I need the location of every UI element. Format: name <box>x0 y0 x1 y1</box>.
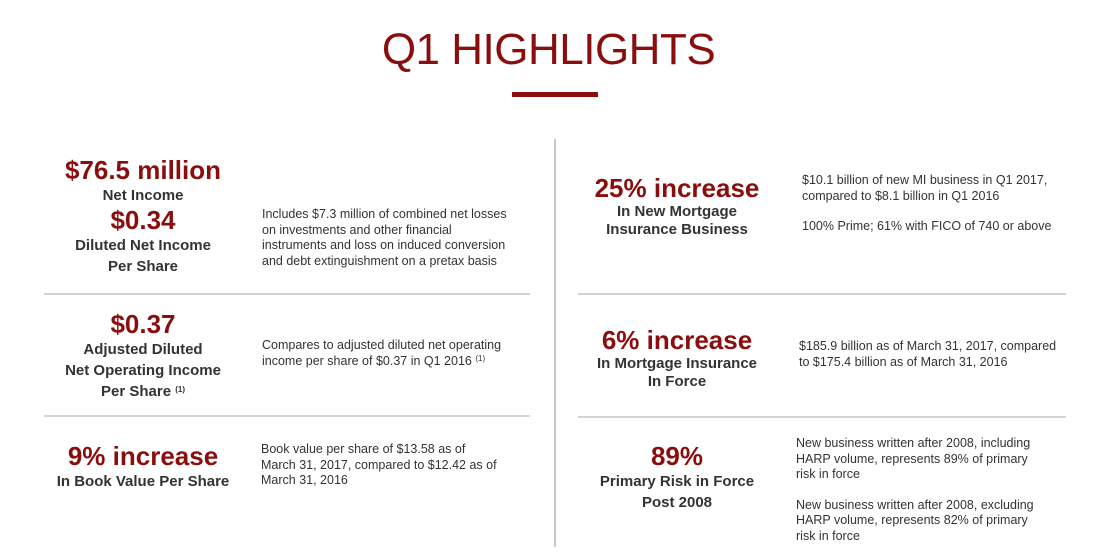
metric-label: Post 2008 <box>641 494 713 511</box>
description-line: $185.9 billion as of March 31, 2017, com… <box>799 339 1057 353</box>
metric-value: $76.5 million <box>64 155 222 185</box>
metric-value: $0.37 <box>110 309 176 339</box>
description-line: New business written after 2008, includi… <box>796 436 1031 450</box>
metric-label: Primary Risk in Force <box>599 473 755 490</box>
metric-value: 25% increase <box>594 173 760 203</box>
row-divider <box>578 293 1066 295</box>
description-line: Includes $7.3 million of combined net lo… <box>262 207 507 221</box>
highlight-adjusted-eps: $0.37 Adjusted Diluted Net Operating Inc… <box>42 309 244 402</box>
metric-label: Net Operating Income <box>65 362 221 379</box>
highlight-description: Book value per share of $13.58 as of Mar… <box>261 442 497 489</box>
metric-label: Per Share (1) <box>101 383 185 400</box>
description-line: income per share of $0.37 in Q1 2016 (1) <box>262 353 486 368</box>
highlight-description: Includes $7.3 million of combined net lo… <box>262 207 507 269</box>
highlight-description: New business written after 2008, includi… <box>796 436 1034 544</box>
metric-label: In New Mortgage <box>616 203 737 220</box>
metric-label: Insurance Business <box>606 221 748 238</box>
description-line: March 31, 2017, compared to $12.42 as of <box>261 457 497 472</box>
footnote-marker: (1) <box>175 385 185 394</box>
highlight-new-mi-business: 25% increase In New Mortgage Insurance B… <box>580 173 774 239</box>
metric-label: In Book Value Per Share <box>56 473 230 490</box>
highlight-risk-in-force-post-2008: 89% Primary Risk in Force Post 2008 <box>580 441 774 513</box>
metric-value: 89% <box>650 441 704 471</box>
metric-label: In Force <box>647 373 707 390</box>
row-divider <box>44 293 530 295</box>
description-line: on investments and other financial <box>262 222 452 237</box>
description-line: to $175.4 billion as of March 31, 2016 <box>799 354 1008 369</box>
description-line: compared to $8.1 billion in Q1 2016 <box>802 188 1000 203</box>
highlight-description: $10.1 billion of new MI business in Q1 2… <box>802 173 1051 235</box>
description-line: instruments and loss on induced conversi… <box>262 238 506 252</box>
description-line: risk in force <box>796 528 860 543</box>
row-divider <box>44 415 530 417</box>
description-line: New business written after 2008, excludi… <box>796 497 1034 512</box>
column-divider <box>554 139 556 547</box>
metric-label: Diluted Net Income <box>75 237 211 254</box>
metric-label: Adjusted Diluted <box>83 341 203 358</box>
metric-value: 6% increase <box>601 325 753 355</box>
metric-label: In Mortgage Insurance <box>596 355 758 372</box>
metric-value: $0.34 <box>110 205 176 235</box>
row-divider <box>578 416 1066 418</box>
title-underline <box>512 92 598 97</box>
highlight-description: Compares to adjusted diluted net operati… <box>262 338 501 369</box>
description-line: HARP volume, represents 82% of primary <box>796 513 1028 527</box>
description-line: HARP volume, represents 89% of primary <box>796 451 1028 466</box>
description-line: Compares to adjusted diluted net operati… <box>262 338 502 352</box>
metric-label: Per Share <box>107 258 179 275</box>
description-line: and debt extinguishment on a pretax basi… <box>262 253 497 268</box>
metric-label: Net Income <box>102 187 184 204</box>
description-line: Book value per share of $13.58 as of <box>261 442 466 456</box>
description-line: $10.1 billion of new MI business in Q1 2… <box>802 173 1048 187</box>
description-line: 100% Prime; 61% with FICO of 740 or abov… <box>802 219 1052 233</box>
highlight-description: $185.9 billion as of March 31, 2017, com… <box>799 339 1056 370</box>
description-line: risk in force <box>796 467 860 481</box>
metric-value: 9% increase <box>67 441 219 471</box>
footnote-marker: (1) <box>475 353 486 363</box>
highlight-net-income: $76.5 million Net Income $0.34 Diluted N… <box>42 155 244 277</box>
description-line: March 31, 2016 <box>261 473 348 487</box>
highlight-insurance-in-force: 6% increase In Mortgage Insurance In For… <box>580 325 774 391</box>
highlight-book-value: 9% increase In Book Value Per Share <box>42 441 244 492</box>
page-title: Q1 HIGHLIGHTS <box>381 25 716 74</box>
